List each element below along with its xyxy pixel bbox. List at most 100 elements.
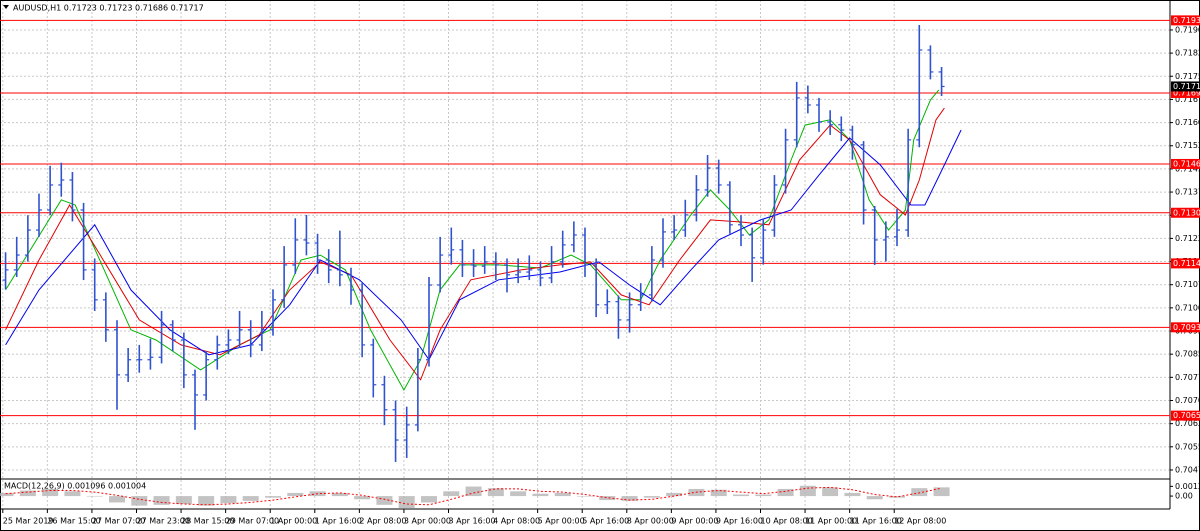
current-price-box — [1171, 81, 1200, 92]
x-tick-label: 27 Mar 23:00 — [137, 517, 190, 526]
level-label: 0.71144 — [1173, 259, 1200, 268]
price-bar — [336, 230, 343, 287]
price-bar — [24, 215, 31, 262]
y-tick-label: 0.71075 — [1175, 280, 1200, 289]
macd-bar — [354, 496, 371, 500]
level-label-box — [1171, 15, 1200, 26]
x-tick-label: 10 Apr 08:00 — [761, 517, 813, 526]
price-bar — [771, 175, 778, 237]
macd-bar — [175, 496, 192, 505]
price-bar — [849, 125, 856, 160]
y-tick-label: 0.70850 — [1175, 350, 1200, 359]
price-bar — [682, 199, 689, 237]
x-tick-label: 5 Apr 00:00 — [538, 517, 585, 526]
price-bar — [303, 214, 310, 256]
price-bar — [504, 258, 510, 293]
price-bar — [80, 202, 87, 281]
y-tick-label: 0.71600 — [1175, 118, 1200, 127]
macd-bar — [0, 492, 14, 497]
macd-bar — [866, 496, 883, 500]
price-bar — [147, 338, 154, 370]
macd-bar — [554, 492, 571, 497]
y-tick-label: 0.71000 — [1175, 303, 1200, 312]
header-arrow — [3, 5, 9, 9]
price-bar — [871, 205, 878, 265]
price-bar — [91, 258, 98, 311]
price-bar — [192, 369, 198, 430]
price-bar — [827, 110, 834, 135]
price-bar — [114, 320, 120, 410]
macd-label: MACD(12,26,9) 0.001096 0.001004 — [4, 482, 146, 491]
macd-bar — [822, 487, 839, 497]
macd-bar — [577, 496, 593, 497]
macd-bar — [599, 496, 616, 501]
price-bar — [660, 218, 666, 268]
price-bar — [905, 128, 912, 237]
price-bar — [860, 141, 867, 225]
price-bar — [348, 267, 354, 305]
level-label: 0.70651 — [1173, 411, 1200, 420]
macd-bar — [265, 496, 281, 498]
price-bar — [793, 81, 800, 148]
price-bar — [459, 239, 466, 277]
price-bar — [570, 221, 577, 253]
y-tick-label: 0.70475 — [1175, 465, 1200, 474]
x-tick-label: 4 Apr 08:00 — [493, 517, 540, 526]
macd-tick-label: 0.001226 — [1175, 482, 1200, 491]
price-bar — [548, 246, 555, 284]
price-bar — [281, 246, 288, 308]
macd-bar — [799, 485, 816, 497]
y-tick-label: 0.71825 — [1175, 49, 1200, 58]
macd-bar — [844, 492, 861, 497]
x-tick-label: 3 Apr 00:00 — [404, 517, 451, 526]
macd-bar — [42, 488, 59, 497]
macd-bar — [331, 492, 348, 497]
macd-signal-line — [5, 486, 942, 506]
y-tick-label: 0.70550 — [1175, 442, 1200, 451]
price-bar — [69, 171, 76, 222]
macd-tick-label: 0.00 — [1175, 492, 1193, 501]
price-bar — [225, 329, 232, 355]
macd-bar — [19, 490, 36, 497]
price-bar — [838, 116, 845, 142]
x-tick-label: 25 Mar 2019 — [3, 517, 54, 526]
x-tick-label: 29 Mar 07:00 — [226, 517, 279, 526]
macd-bar — [487, 488, 504, 497]
price-bar — [125, 348, 132, 382]
y-tick-label: 0.70625 — [1175, 419, 1200, 428]
price-bar — [816, 97, 822, 132]
price-bar — [247, 320, 254, 358]
price-bar — [760, 218, 767, 265]
price-bar — [894, 209, 900, 247]
price-bar — [414, 348, 421, 432]
macd-bar — [777, 488, 794, 497]
price-bar — [270, 289, 276, 336]
price-bar — [526, 255, 533, 281]
macd-bar — [242, 496, 259, 501]
price-bar — [626, 292, 633, 333]
price-bar — [726, 181, 733, 234]
x-tick-label: 12 Apr 08:00 — [894, 517, 946, 526]
price-bar — [738, 215, 744, 247]
price-bar — [392, 400, 399, 462]
price-bar — [938, 67, 945, 97]
y-tick-label: 0.71225 — [1175, 234, 1200, 243]
price-bar — [704, 155, 711, 197]
y-tick-label: 0.71750 — [1175, 72, 1200, 81]
level-label-box — [1171, 87, 1200, 98]
price-bar — [13, 236, 20, 277]
level-label: 0.71466 — [1173, 159, 1200, 168]
x-tick-label: 11 Apr 16:00 — [850, 517, 902, 526]
macd-bar — [933, 487, 950, 497]
price-bar — [102, 292, 109, 342]
x-tick-label: 2 Apr 08:00 — [359, 517, 406, 526]
level-label: 0.71308 — [1173, 208, 1200, 217]
x-tick-label: 5 Apr 16:00 — [582, 517, 629, 526]
price-bar — [359, 283, 366, 358]
current-price-label: 0.71717 — [1173, 82, 1200, 91]
x-tick-label: 1 Apr 16:00 — [315, 517, 362, 526]
price-bar — [292, 218, 299, 274]
price-bar — [36, 193, 42, 237]
price-bar — [58, 162, 65, 197]
